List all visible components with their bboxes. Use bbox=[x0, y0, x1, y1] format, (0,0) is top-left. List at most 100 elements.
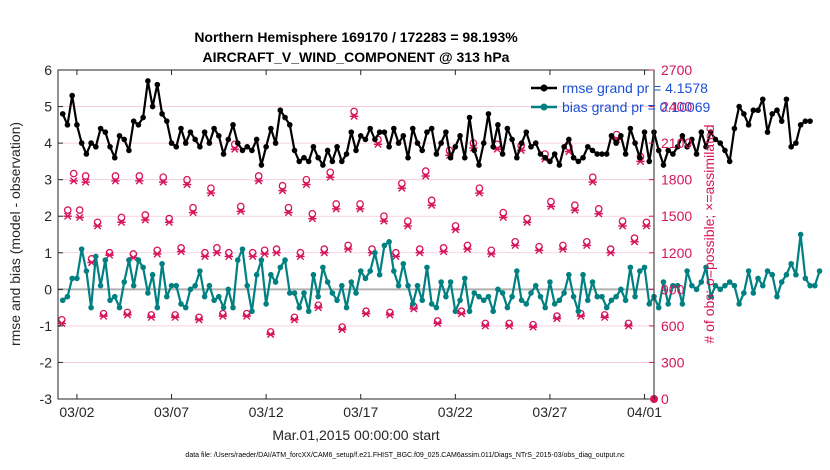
obs-assimilated-marker bbox=[409, 305, 418, 313]
rmse-point bbox=[589, 147, 596, 154]
obs-assimilated-marker bbox=[320, 249, 329, 257]
obs-assimilated-marker bbox=[308, 214, 317, 223]
x-tick-label: 03/12 bbox=[249, 404, 284, 420]
bias-point bbox=[59, 297, 66, 304]
obs-possible-marker bbox=[189, 203, 197, 212]
bias-point bbox=[608, 297, 615, 304]
x-tick-label: 03/07 bbox=[154, 404, 189, 420]
rmse-point bbox=[476, 162, 482, 168]
rmse-point bbox=[268, 125, 274, 132]
obs-assimilated-marker bbox=[415, 249, 424, 257]
obs-possible-marker bbox=[81, 172, 90, 180]
rmse-point bbox=[395, 140, 402, 146]
rmse-point bbox=[320, 162, 326, 168]
obs-assimilated-marker bbox=[355, 205, 365, 213]
bias-point bbox=[461, 275, 468, 282]
bias-point bbox=[485, 293, 492, 300]
bias-point bbox=[812, 282, 818, 289]
rmse-point bbox=[244, 143, 251, 150]
rmse-point bbox=[452, 143, 459, 150]
obs-assimilated-marker bbox=[343, 245, 353, 253]
obs-possible-marker bbox=[588, 173, 597, 182]
bias-point bbox=[329, 290, 336, 296]
obs-assimilated-marker bbox=[159, 178, 168, 186]
bias-point bbox=[381, 242, 388, 249]
obs-assimilated-marker bbox=[588, 178, 597, 186]
bias-point bbox=[504, 304, 511, 311]
obs-assimilated-marker bbox=[391, 252, 401, 261]
bias-point bbox=[689, 282, 695, 289]
left-tick-label: 3 bbox=[44, 172, 52, 188]
rmse-point bbox=[599, 151, 605, 157]
rmse-point bbox=[750, 107, 757, 114]
rmse-point bbox=[206, 140, 213, 146]
obs-assimilated-marker bbox=[147, 313, 156, 322]
bias-point bbox=[376, 271, 383, 278]
right-tick-label: 2700 bbox=[661, 62, 692, 78]
obs-assimilated-marker bbox=[487, 250, 496, 258]
obs-assimilated-marker bbox=[433, 319, 442, 328]
bias-point bbox=[556, 297, 563, 304]
rmse-point bbox=[220, 151, 227, 157]
obs-assimilated-marker bbox=[326, 173, 335, 181]
bias-point bbox=[665, 301, 671, 307]
obs-possible-marker bbox=[356, 200, 364, 208]
bias-point bbox=[168, 282, 175, 289]
obs-possible-marker bbox=[421, 167, 430, 175]
bias-point bbox=[717, 286, 724, 293]
rmse-point bbox=[334, 143, 340, 150]
obs-assimilated-marker bbox=[81, 178, 90, 186]
rmse-point bbox=[149, 103, 156, 110]
bias-point bbox=[622, 297, 629, 304]
bias-point bbox=[206, 282, 213, 289]
obs-possible-marker bbox=[618, 217, 627, 225]
obs-possible-marker bbox=[69, 169, 78, 178]
bias-point bbox=[263, 301, 269, 307]
rmse-point bbox=[674, 143, 681, 150]
bias-point bbox=[433, 304, 440, 311]
right-tick-label: 600 bbox=[661, 318, 685, 334]
bias-point bbox=[424, 264, 430, 271]
rmse-point bbox=[514, 154, 520, 161]
obs-assimilated-marker bbox=[290, 316, 299, 324]
obs-assimilated-marker bbox=[236, 207, 245, 216]
obs-assimilated-marker bbox=[528, 323, 538, 331]
rmse-point bbox=[741, 111, 747, 117]
obs-assimilated-marker bbox=[224, 252, 234, 261]
bias-point bbox=[391, 268, 397, 274]
rmse-point bbox=[102, 129, 109, 135]
bias-point bbox=[182, 304, 189, 311]
obs-possible-marker bbox=[302, 175, 311, 184]
rmse-point bbox=[783, 96, 790, 103]
rmse-point bbox=[419, 147, 426, 154]
series-layer bbox=[59, 78, 823, 315]
rmse-point bbox=[116, 133, 123, 139]
rmse-point bbox=[759, 96, 766, 103]
obs-assimilated-marker bbox=[570, 206, 580, 214]
bias-point bbox=[367, 268, 373, 274]
rmse-point bbox=[509, 136, 515, 143]
obs-assimilated-marker bbox=[552, 314, 562, 323]
bias-point bbox=[499, 290, 506, 296]
rmse-point bbox=[111, 154, 118, 161]
rmse-point bbox=[178, 125, 184, 132]
obs-assimilated-marker bbox=[361, 310, 371, 318]
rmse-point bbox=[339, 158, 345, 165]
rmse-point bbox=[409, 125, 416, 132]
bias-point bbox=[334, 297, 340, 304]
obs-assimilated-marker bbox=[242, 312, 251, 320]
obs-assimilated-marker bbox=[594, 210, 603, 218]
rmse-point bbox=[230, 122, 236, 128]
obs-possible-marker bbox=[75, 206, 84, 214]
rmse-point bbox=[774, 107, 780, 114]
rmse-point bbox=[707, 129, 714, 135]
bias-point bbox=[637, 268, 643, 274]
bias-point bbox=[395, 282, 402, 289]
rmse-point bbox=[277, 107, 284, 114]
axis-ticks bbox=[58, 69, 654, 400]
bias-point bbox=[159, 260, 165, 267]
obs-possible-marker bbox=[475, 184, 484, 193]
rmse-point bbox=[726, 158, 733, 165]
obs-possible-marker bbox=[427, 196, 436, 205]
